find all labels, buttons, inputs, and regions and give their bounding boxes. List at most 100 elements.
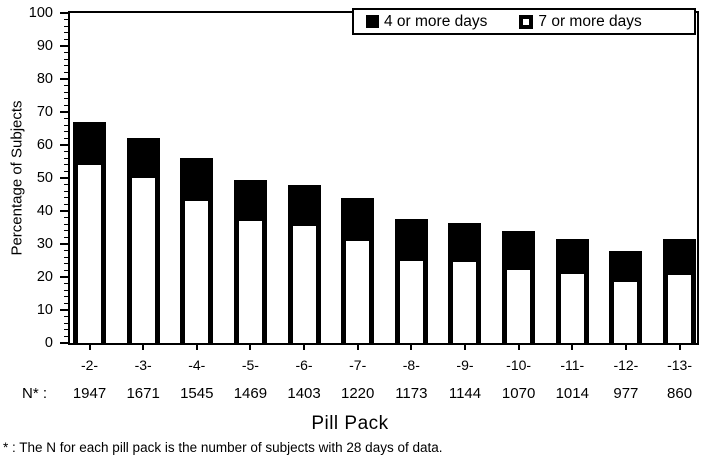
bar-7-or-more-days <box>346 240 370 343</box>
y-minor-tick <box>64 236 68 238</box>
y-axis: 0 10 20 30 40 50 60 70 80 90 100 <box>0 6 68 350</box>
x-axis-category-label: -4- <box>188 357 206 373</box>
y-axis-tick-label: 100 <box>28 4 53 21</box>
y-minor-tick <box>64 250 68 252</box>
x-axis-tick <box>463 345 466 350</box>
x-axis-tick <box>517 345 520 350</box>
n-row-value: 1014 <box>555 385 589 402</box>
bar-7-or-more-days <box>453 262 477 343</box>
y-minor-tick <box>64 131 68 133</box>
y-axis-tick-label: 30 <box>36 235 53 252</box>
bar-4-or-more-days <box>394 219 428 343</box>
n-row-value: 1403 <box>287 385 321 402</box>
legend-label-4-or-more-days: 4 or more days <box>384 12 488 30</box>
bar-4-or-more-days <box>609 250 643 343</box>
y-major-tick <box>60 243 68 245</box>
legend-item-4-or-more-days: 4 or more days <box>366 13 487 31</box>
footnote: * : The N for each pill pack is the numb… <box>3 440 443 455</box>
y-axis-tick-label: 90 <box>36 37 53 54</box>
y-minor-tick <box>64 217 68 219</box>
y-minor-tick <box>64 322 68 324</box>
y-minor-tick <box>64 58 68 60</box>
y-minor-tick <box>64 269 68 271</box>
n-row-value: 1144 <box>448 385 482 402</box>
y-minor-tick <box>64 263 68 265</box>
y-axis-tick-label: 10 <box>36 301 53 318</box>
y-major-tick <box>60 342 68 344</box>
bar-4-or-more-days <box>341 197 375 343</box>
y-minor-tick <box>64 256 68 258</box>
x-axis-category-label: -12- <box>613 357 639 373</box>
y-major-tick <box>60 78 68 80</box>
bar-4-or-more-days <box>180 158 214 343</box>
x-axis-category-label: -7- <box>349 357 367 373</box>
y-minor-tick <box>64 197 68 199</box>
y-minor-tick <box>64 283 68 285</box>
n-row-value: 1070 <box>501 385 536 402</box>
x-axis-tick <box>410 345 413 350</box>
bar-7-or-more-days <box>292 225 316 343</box>
bar-7-or-more-days <box>185 201 209 343</box>
y-minor-tick <box>64 137 68 139</box>
y-minor-tick <box>64 25 68 27</box>
y-axis-tick-label: 40 <box>36 202 53 219</box>
y-major-tick <box>60 45 68 47</box>
bars-layer <box>70 13 697 343</box>
y-minor-tick <box>64 170 68 172</box>
y-major-tick <box>60 12 68 14</box>
y-minor-tick <box>64 118 68 120</box>
y-minor-tick <box>64 65 68 67</box>
y-minor-tick <box>64 98 68 100</box>
bar-7-or-more-days <box>78 164 101 343</box>
y-axis-tick-label: 0 <box>44 334 53 351</box>
bar-7-or-more-days <box>507 270 531 343</box>
y-minor-tick <box>64 289 68 291</box>
y-axis-tick-label: 20 <box>36 268 53 285</box>
y-axis-tick-label: 70 <box>36 103 53 120</box>
n-row-value: 977 <box>613 385 639 402</box>
bar-4-or-more-days <box>73 121 106 343</box>
x-axis-category-label: -6- <box>295 357 313 373</box>
y-minor-tick <box>64 203 68 205</box>
x-axis-category-label: -3- <box>134 357 152 373</box>
y-minor-tick <box>64 184 68 186</box>
x-axis-category-label: -9- <box>456 357 474 373</box>
y-minor-tick <box>64 335 68 337</box>
y-minor-tick <box>64 296 68 298</box>
y-minor-tick <box>64 302 68 304</box>
bar-7-or-more-days <box>399 260 423 343</box>
y-minor-tick <box>64 71 68 73</box>
bar-7-or-more-days <box>238 220 262 343</box>
bar-4-or-more-days <box>126 138 160 343</box>
x-axis-category-label: -10- <box>506 357 532 373</box>
y-major-tick <box>60 111 68 113</box>
n-row-value: 1947 <box>72 385 107 402</box>
y-major-tick <box>60 276 68 278</box>
y-major-tick <box>60 144 68 146</box>
bar-4-or-more-days <box>502 230 536 343</box>
y-minor-tick <box>64 85 68 87</box>
x-axis-title: Pill Pack <box>311 413 389 434</box>
plot-area <box>68 11 699 345</box>
n-row-value: 860 <box>667 385 693 402</box>
n-row-value: 1469 <box>233 385 268 402</box>
x-axis-tick <box>356 345 359 350</box>
legend-item-7-or-more-days: 7 or more days <box>519 13 642 31</box>
n-row-value: 1173 <box>395 385 428 402</box>
y-minor-tick <box>64 52 68 54</box>
y-minor-tick <box>64 157 68 159</box>
bar-7-or-more-days <box>560 273 584 343</box>
bar-4-or-more-days <box>448 222 482 343</box>
y-major-tick <box>60 177 68 179</box>
y-axis-tick-label: 60 <box>36 136 53 153</box>
y-minor-tick <box>64 164 68 166</box>
y-minor-tick <box>64 91 68 93</box>
x-axis-category-label: -2- <box>80 357 99 373</box>
solid-black-swatch-icon <box>366 15 379 28</box>
bar-7-or-more-days <box>614 281 638 343</box>
bar-4-or-more-days <box>233 179 267 343</box>
bar-4-or-more-days <box>663 239 697 343</box>
x-axis-category-label: -11- <box>560 357 585 373</box>
y-minor-tick <box>64 124 68 126</box>
x-axis-tick <box>142 345 145 350</box>
